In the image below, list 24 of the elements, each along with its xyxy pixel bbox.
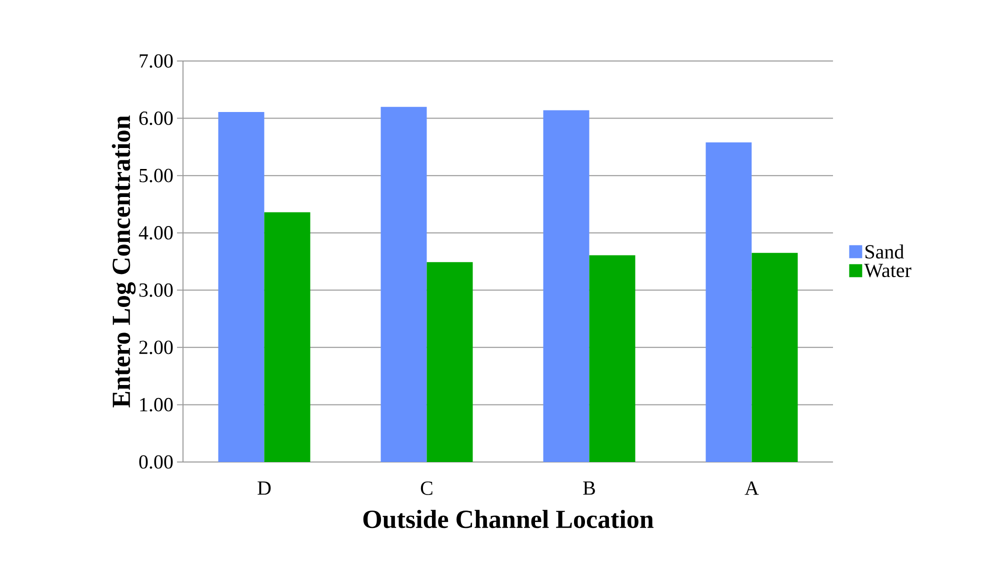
bar	[380, 106, 427, 462]
y-tick-label: 1.00	[140, 398, 173, 412]
bar	[426, 262, 473, 462]
bar	[589, 255, 636, 462]
y-tick-label: 3.00	[139, 283, 173, 297]
bar	[218, 112, 264, 462]
y-tick-label: 4.00	[138, 226, 173, 240]
x-tick-label: C	[420, 482, 432, 495]
legend-label: Water	[864, 264, 912, 278]
y-tick-label: 7.00	[140, 54, 173, 68]
bar	[752, 252, 798, 462]
y-tick-label: 2.00	[139, 340, 173, 354]
bar	[543, 110, 590, 462]
x-axis-title: Outside Channel Location	[363, 510, 654, 528]
x-tick-label: A	[744, 482, 759, 495]
y-tick-label: 5.00	[140, 168, 173, 182]
bar	[264, 212, 310, 462]
bar	[706, 142, 752, 462]
legend-label: Sand	[866, 244, 904, 259]
x-tick-label: B	[583, 482, 595, 495]
x-tick-label: D	[258, 482, 271, 495]
y-tick-label: 0.00	[139, 455, 173, 469]
y-axis-title: Entero Log Concentration	[112, 116, 136, 408]
y-tick-label: 6.00	[139, 111, 173, 126]
